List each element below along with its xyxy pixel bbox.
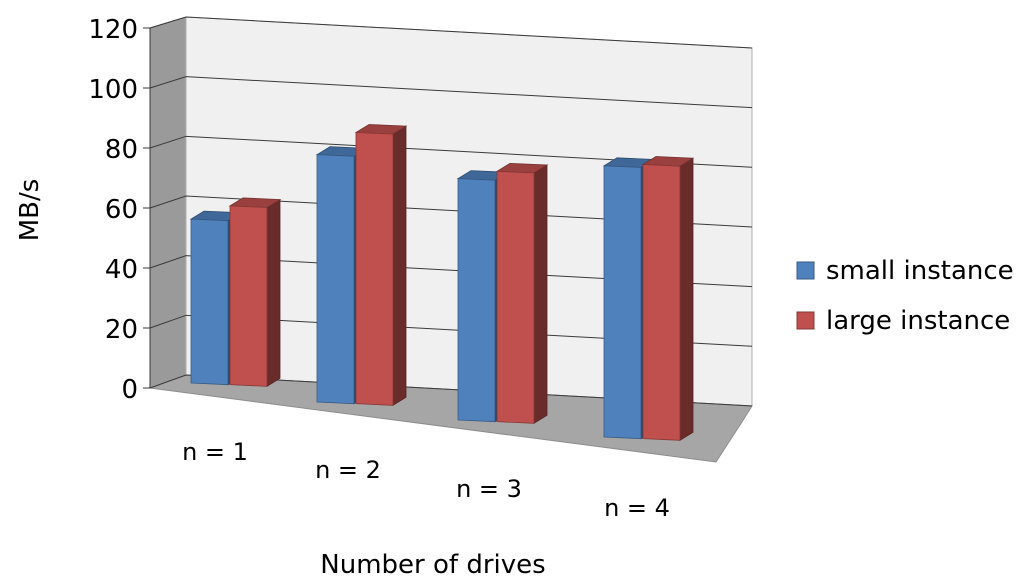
- x-category-label: n = 3: [456, 475, 522, 503]
- bar: [190, 218, 229, 386]
- y-tick-label: 120: [88, 15, 138, 45]
- bar-side: [266, 198, 281, 388]
- bar: [496, 170, 535, 424]
- x-category-label: n = 1: [182, 438, 248, 466]
- y-tick-label: 80: [105, 135, 138, 165]
- bar: [603, 165, 642, 440]
- gridline: [149, 255, 753, 288]
- x-category-label: n = 4: [604, 494, 670, 522]
- y-tick-label: 20: [105, 315, 138, 345]
- y-tick-label: 100: [88, 75, 138, 105]
- legend-swatch: [796, 311, 815, 330]
- x-category-label: n = 2: [315, 456, 381, 484]
- bar: [457, 178, 496, 423]
- bar-side: [679, 157, 694, 442]
- gridline: [149, 314, 753, 347]
- y-tick-label: 60: [105, 195, 138, 225]
- y-tick-label: 40: [105, 255, 138, 285]
- gridline: [149, 135, 753, 168]
- bar-side: [533, 164, 548, 425]
- bar: [642, 164, 681, 441]
- gridline: [149, 16, 753, 49]
- gridline: [149, 195, 753, 228]
- y-tick-label: 0: [121, 375, 138, 405]
- legend-label: large instance: [826, 306, 1010, 336]
- x-axis-title: Number of drives: [320, 550, 545, 580]
- bar: [229, 205, 268, 387]
- bar: [316, 154, 355, 405]
- legend-swatch: [796, 261, 815, 280]
- bar-side: [392, 125, 407, 407]
- gridline: [149, 374, 753, 407]
- y-axis-title: MB/s: [15, 179, 45, 242]
- legend-label: small instance: [826, 256, 1014, 286]
- bar: [355, 132, 394, 406]
- gridline: [149, 76, 753, 109]
